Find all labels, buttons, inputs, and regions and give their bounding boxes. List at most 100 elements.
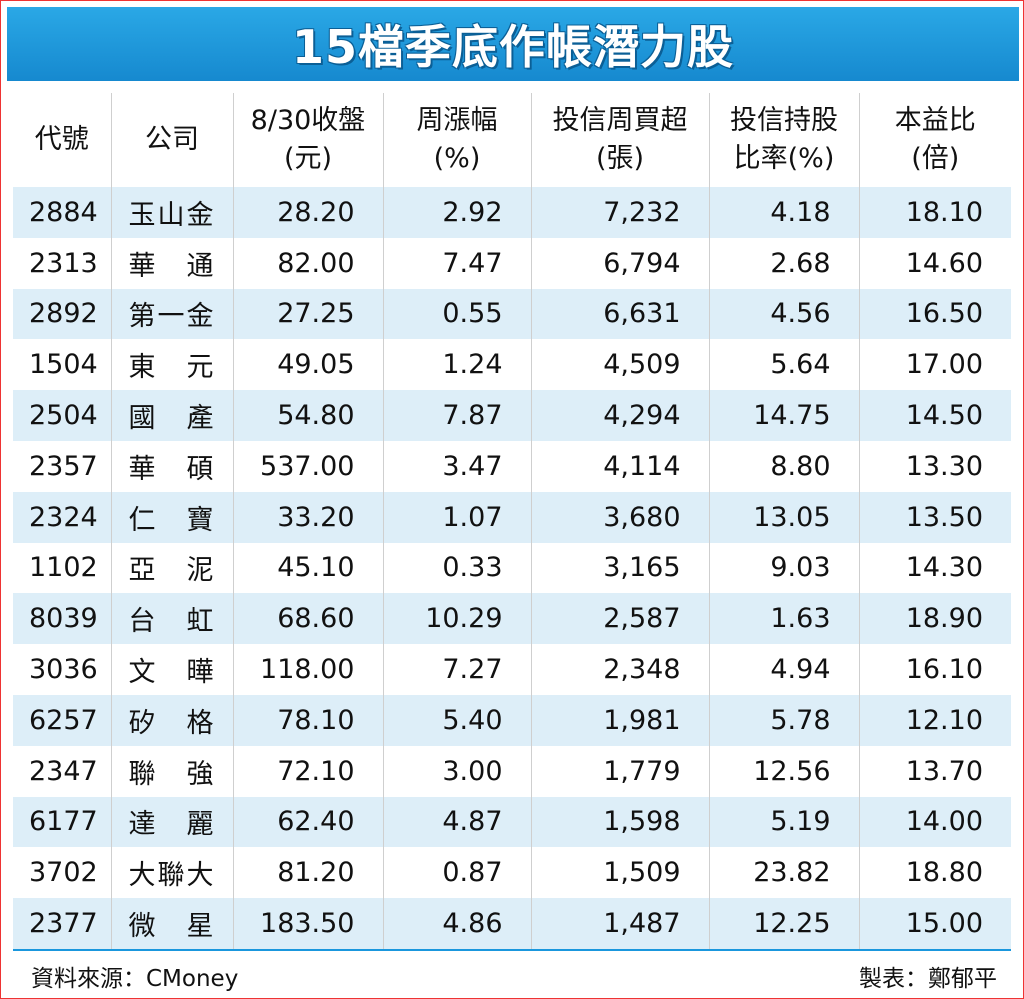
trust-net-buy-cell: 4,509 (531, 339, 710, 391)
trust-holding-ratio-cell: 4.56 (709, 288, 860, 340)
close-price-cell: 33.20 (233, 491, 384, 543)
pe-ratio-cell: 13.30 (859, 440, 1011, 492)
table-row: 3702 大聯大 81.20 0.87 1,509 23.82 18.80 (13, 847, 1011, 899)
close-price-cell: 28.20 (233, 187, 384, 238)
column-header-line1: 代號 (34, 124, 89, 155)
trust-net-buy-cell: 1,779 (531, 745, 710, 797)
footer: 資料來源：CMoney 製表：鄭郁平 (13, 951, 1011, 993)
table-row: 2347 聯 強 72.10 3.00 1,779 12.56 13.70 (13, 745, 1011, 797)
column-header-line1: 投信持股 (730, 105, 838, 136)
weekly-change-cell: 7.47 (383, 237, 532, 289)
stock-table-container: 代號 公司 8/30收盤 (元) 周漲幅 (%) 投信周買超 (張) 投信持股 比率(%) 本益比 (… (13, 93, 1011, 951)
trust-net-buy-cell: 1,487 (531, 898, 710, 949)
maker-note: 製表：鄭郁平 (859, 966, 997, 992)
table-row: 1504 東 元 49.05 1.24 4,509 5.64 17.00 (13, 339, 1011, 391)
table-row: 6257 矽 格 78.10 5.40 1,981 5.78 12.10 (13, 694, 1011, 746)
pe-ratio-cell: 16.10 (859, 644, 1011, 695)
stock-code-cell: 2892 (13, 288, 112, 340)
table-row: 1102 亞 泥 45.10 0.33 3,165 9.03 14.30 (13, 542, 1011, 594)
trust-holding-ratio-cell: 14.75 (709, 390, 860, 441)
column-header-line2: (倍) (911, 143, 960, 174)
column-header-line1: 本益比 (894, 105, 976, 136)
table-row: 2377 微 星 183.50 4.86 1,487 12.25 15.00 (13, 898, 1011, 949)
weekly-change-cell: 3.47 (383, 440, 532, 492)
stock-code-cell: 2324 (13, 491, 112, 543)
column-header: 8/30收盤 (元) (233, 93, 384, 187)
table-row: 2892 第一金 27.25 0.55 6,631 4.56 16.50 (13, 288, 1011, 340)
pe-ratio-cell: 14.30 (859, 542, 1011, 594)
column-header: 公司 (111, 93, 234, 187)
table-header-row: 代號 公司 8/30收盤 (元) 周漲幅 (%) 投信周買超 (張) 投信持股 比率(%) 本益比 (… (13, 93, 1011, 187)
company-name-cell: 微 星 (111, 898, 234, 949)
trust-holding-ratio-cell: 5.19 (709, 796, 860, 848)
stock-code-cell: 6177 (13, 796, 112, 848)
trust-holding-ratio-cell: 9.03 (709, 542, 860, 594)
close-price-cell: 78.10 (233, 694, 384, 746)
column-header-line1: 公司 (145, 124, 199, 155)
column-header-line2: (%) (433, 143, 481, 174)
trust-holding-ratio-cell: 2.68 (709, 237, 860, 289)
trust-holding-ratio-cell: 23.82 (709, 847, 860, 899)
weekly-change-cell: 1.07 (383, 491, 532, 543)
weekly-change-cell: 2.92 (383, 187, 532, 238)
stock-code-cell: 2504 (13, 390, 112, 441)
trust-net-buy-cell: 6,631 (531, 288, 710, 340)
trust-holding-ratio-cell: 5.64 (709, 339, 860, 391)
trust-net-buy-cell: 7,232 (531, 187, 710, 238)
stock-code-cell: 1504 (13, 339, 112, 391)
column-header-line1: 周漲幅 (416, 105, 498, 136)
trust-holding-ratio-cell: 13.05 (709, 491, 860, 543)
pe-ratio-cell: 14.50 (859, 390, 1011, 441)
stock-code-cell: 2377 (13, 898, 112, 949)
stock-code-cell: 2884 (13, 187, 112, 238)
table-row: 3036 文 曄 118.00 7.27 2,348 4.94 16.10 (13, 644, 1011, 695)
trust-net-buy-cell: 2,348 (531, 644, 710, 695)
column-header: 周漲幅 (%) (383, 93, 532, 187)
pe-ratio-cell: 14.00 (859, 796, 1011, 848)
weekly-change-cell: 1.24 (383, 339, 532, 391)
page-title: 15檔季底作帳潛力股 (291, 20, 734, 74)
pe-ratio-cell: 12.10 (859, 694, 1011, 746)
company-name-cell: 國 產 (111, 390, 234, 441)
trust-holding-ratio-cell: 5.78 (709, 694, 860, 746)
pe-ratio-cell: 13.50 (859, 491, 1011, 543)
table-body: 2884 玉山金 28.20 2.92 7,232 4.18 18.10 2313 華 通 82.… (13, 187, 1011, 949)
pe-ratio-cell: 18.10 (859, 187, 1011, 238)
stock-code-cell: 2313 (13, 237, 112, 289)
column-header: 投信持股 比率(%) (709, 93, 860, 187)
close-price-cell: 82.00 (233, 237, 384, 289)
company-name-cell: 第一金 (111, 288, 234, 340)
trust-net-buy-cell: 1,981 (531, 694, 710, 746)
stock-code-cell: 6257 (13, 694, 112, 746)
company-name-cell: 亞 泥 (111, 542, 234, 594)
column-header-line2: (張) (595, 143, 645, 174)
company-name-cell: 矽 格 (111, 694, 234, 746)
stock-code-cell: 3702 (13, 847, 112, 899)
trust-holding-ratio-cell: 4.94 (709, 644, 860, 695)
trust-holding-ratio-cell: 12.25 (709, 898, 860, 949)
column-header-line2: (元) (283, 143, 333, 174)
weekly-change-cell: 7.87 (383, 390, 532, 441)
column-header: 代號 (13, 93, 112, 187)
close-price-cell: 54.80 (233, 390, 384, 441)
company-name-cell: 華 碩 (111, 440, 234, 492)
title-banner: 15檔季底作帳潛力股 (7, 7, 1019, 81)
close-price-cell: 68.60 (233, 593, 384, 645)
trust-net-buy-cell: 4,294 (531, 390, 710, 441)
close-price-cell: 118.00 (233, 644, 384, 695)
trust-net-buy-cell: 3,680 (531, 491, 710, 543)
company-name-cell: 大聯大 (111, 847, 234, 899)
company-name-cell: 文 曄 (111, 644, 234, 695)
close-price-cell: 27.25 (233, 288, 384, 340)
table-row: 2313 華 通 82.00 7.47 6,794 2.68 14.60 (13, 237, 1011, 289)
company-name-cell: 台 虹 (111, 593, 234, 645)
trust-holding-ratio-cell: 1.63 (709, 593, 860, 645)
weekly-change-cell: 4.86 (383, 898, 532, 949)
weekly-change-cell: 5.40 (383, 694, 532, 746)
column-header: 本益比 (倍) (859, 93, 1011, 187)
trust-net-buy-cell: 2,587 (531, 593, 710, 645)
stock-code-cell: 8039 (13, 593, 112, 645)
trust-net-buy-cell: 3,165 (531, 542, 710, 594)
pe-ratio-cell: 18.90 (859, 593, 1011, 645)
